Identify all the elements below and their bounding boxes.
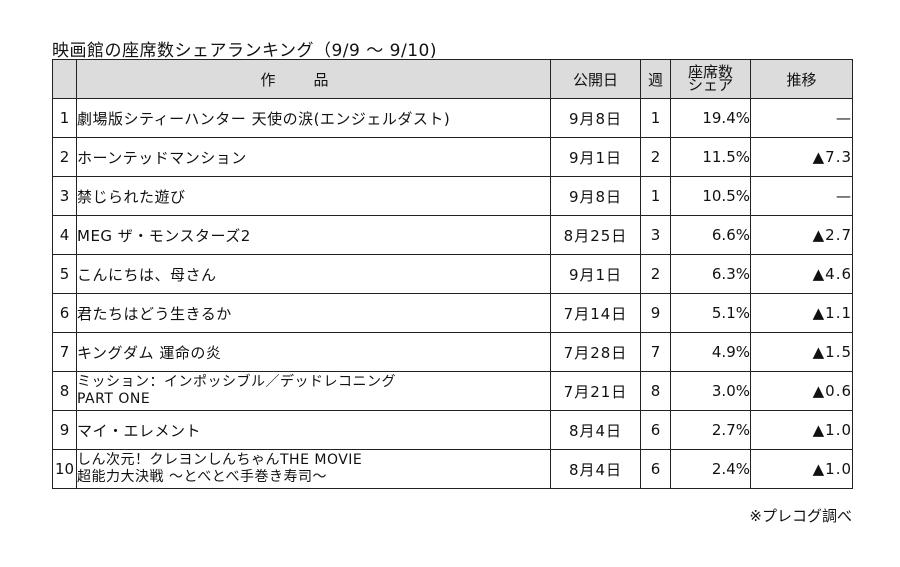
title-line: 禁じられた遊び — [77, 187, 186, 206]
title-cell: ホーンテッドマンション — [76, 137, 551, 177]
release-date-cell: 7月14日 — [550, 293, 641, 333]
table-row: 7 キングダム 運命の炎 7月28日 7 4.9% ▲1.5 — [52, 332, 853, 372]
trend-cell: — — [750, 176, 853, 216]
source-note: ※プレコグ調べ — [749, 507, 852, 525]
title-line: しん次元！クレヨンしんちゃんTHE MOVIE — [77, 452, 363, 468]
release-date-cell: 8月4日 — [550, 410, 641, 450]
title-cell: 君たちはどう生きるか — [76, 293, 551, 333]
weeks-cell: 3 — [640, 215, 671, 255]
header-row: 作品 公開日 週 座席数 シェア 推移 — [52, 59, 853, 99]
release-date-cell: 7月28日 — [550, 332, 641, 372]
trend-cell: ▲4.6 — [750, 254, 853, 294]
seat-share-cell: 10.5% — [670, 176, 751, 216]
rank-cell: 3 — [52, 176, 77, 216]
trend-cell: ▲1.5 — [750, 332, 853, 372]
rank-cell: 7 — [52, 332, 77, 372]
title-cell: 禁じられた遊び — [76, 176, 551, 216]
seat-share-cell: 6.6% — [670, 215, 751, 255]
rank-cell: 8 — [52, 371, 77, 411]
weeks-cell: 1 — [640, 176, 671, 216]
table-row: 4 MEG ザ・モンスターズ2 8月25日 3 6.6% ▲2.7 — [52, 215, 853, 255]
seat-share-cell: 5.1% — [670, 293, 751, 333]
seat-share-cell: 11.5% — [670, 137, 751, 177]
header-seat-share: 座席数 シェア — [670, 59, 751, 99]
rank-cell: 10 — [52, 449, 77, 489]
title-cell: マイ・エレメント — [76, 410, 551, 450]
release-date-cell: 8月25日 — [550, 215, 641, 255]
seat-share-cell: 19.4% — [670, 98, 751, 138]
trend-cell: ▲2.7 — [750, 215, 853, 255]
rank-cell: 5 — [52, 254, 77, 294]
weeks-cell: 2 — [640, 137, 671, 177]
header-weeks: 週 — [640, 59, 671, 99]
trend-cell: ▲1.0 — [750, 410, 853, 450]
title-cell: 劇場版シティーハンター 天使の涙(エンジェルダスト) — [76, 98, 551, 138]
title-line: キングダム 運命の炎 — [77, 343, 222, 362]
page-title: 映画館の座席数シェアランキング（9/9 ～ 9/10) — [52, 41, 437, 61]
header-seat-share-line1: 座席数 — [687, 63, 733, 81]
table-row: 9 マイ・エレメント 8月4日 6 2.7% ▲1.0 — [52, 410, 853, 450]
title-line: こんにちは、母さん — [77, 265, 217, 284]
rank-cell: 4 — [52, 215, 77, 255]
release-date-cell: 8月4日 — [550, 449, 641, 489]
title-cell: MEG ザ・モンスターズ2 — [76, 215, 551, 255]
title-cell: こんにちは、母さん — [76, 254, 551, 294]
title-line: マイ・エレメント — [77, 421, 202, 440]
table-row: 10 しん次元！クレヨンしんちゃんTHE MOVIE 超能力大決戦 ～とべとべ手巻き… — [52, 449, 853, 489]
trend-cell: ▲7.3 — [750, 137, 853, 177]
rank-cell: 9 — [52, 410, 77, 450]
release-date-cell: 9月1日 — [550, 137, 641, 177]
ranking-table: 作品 公開日 週 座席数 シェア 推移 1 劇場版シティーハンター 天使の涙(エン… — [52, 59, 853, 489]
seat-share-cell: 6.3% — [670, 254, 751, 294]
weeks-cell: 2 — [640, 254, 671, 294]
table-row: 5 こんにちは、母さん 9月1日 2 6.3% ▲4.6 — [52, 254, 853, 294]
seat-share-cell: 2.7% — [670, 410, 751, 450]
title-cell: ミッション：インポッシブル／デッドレコニング PART ONE — [76, 371, 551, 411]
weeks-cell: 6 — [640, 410, 671, 450]
title-line: MEG ザ・モンスターズ2 — [77, 226, 251, 245]
seat-share-cell: 4.9% — [670, 332, 751, 372]
weeks-cell: 8 — [640, 371, 671, 411]
seat-share-cell: 3.0% — [670, 371, 751, 411]
rank-cell: 1 — [52, 98, 77, 138]
trend-cell: ▲0.6 — [750, 371, 853, 411]
title-line: PART ONE — [77, 391, 151, 407]
weeks-cell: 6 — [640, 449, 671, 489]
weeks-cell: 1 — [640, 98, 671, 138]
title-cell: キングダム 運命の炎 — [76, 332, 551, 372]
header-rank — [52, 59, 77, 99]
table-row: 6 君たちはどう生きるか 7月14日 9 5.1% ▲1.1 — [52, 293, 853, 333]
release-date-cell: 9月8日 — [550, 176, 641, 216]
ranking-table-body: 1 劇場版シティーハンター 天使の涙(エンジェルダスト) 9月8日 1 19.4% —2 ホ… — [52, 98, 853, 489]
release-date-cell: 7月21日 — [550, 371, 641, 411]
trend-cell: ▲1.0 — [750, 449, 853, 489]
header-trend: 推移 — [750, 59, 853, 99]
rank-cell: 6 — [52, 293, 77, 333]
rank-cell: 2 — [52, 137, 77, 177]
release-date-cell: 9月8日 — [550, 98, 641, 138]
title-line: ミッション：インポッシブル／デッドレコニング — [77, 374, 396, 390]
weeks-cell: 9 — [640, 293, 671, 333]
header-title: 作品 — [76, 59, 551, 99]
header-release-date: 公開日 — [550, 59, 641, 99]
title-line: ホーンテッドマンション — [77, 148, 247, 167]
trend-cell: — — [750, 98, 853, 138]
header-seat-share-line2: シェア — [687, 76, 733, 94]
weeks-cell: 7 — [640, 332, 671, 372]
table-row: 2 ホーンテッドマンション 9月1日 2 11.5% ▲7.3 — [52, 137, 853, 177]
title-line: 劇場版シティーハンター 天使の涙(エンジェルダスト) — [77, 109, 451, 128]
title-cell: しん次元！クレヨンしんちゃんTHE MOVIE 超能力大決戦 ～とべとべ手巻き寿司… — [76, 449, 551, 489]
release-date-cell: 9月1日 — [550, 254, 641, 294]
trend-cell: ▲1.1 — [750, 293, 853, 333]
table-row: 8 ミッション：インポッシブル／デッドレコニング PART ONE 7月21日 8 3.0… — [52, 371, 853, 411]
seat-share-cell: 2.4% — [670, 449, 751, 489]
table-row: 3 禁じられた遊び 9月8日 1 10.5% — — [52, 176, 853, 216]
table-row: 1 劇場版シティーハンター 天使の涙(エンジェルダスト) 9月8日 1 19.4% — — [52, 98, 853, 138]
title-line: 君たちはどう生きるか — [77, 304, 232, 323]
title-line: 超能力大決戦 ～とべとべ手巻き寿司～ — [77, 469, 328, 485]
